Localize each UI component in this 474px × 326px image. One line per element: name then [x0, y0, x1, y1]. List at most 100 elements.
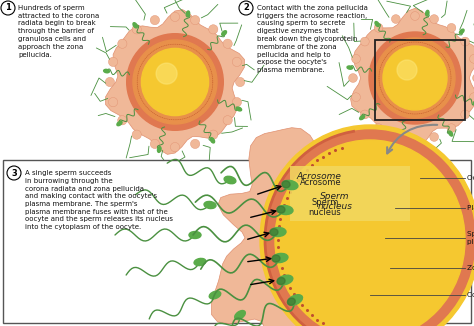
Circle shape [410, 136, 419, 144]
Text: Sperm
nucleus: Sperm nucleus [309, 198, 341, 217]
Bar [3, 160, 471, 323]
Circle shape [150, 15, 160, 25]
Ellipse shape [272, 255, 280, 262]
Ellipse shape [473, 102, 474, 106]
Ellipse shape [277, 206, 285, 213]
Ellipse shape [275, 140, 465, 326]
Circle shape [170, 142, 180, 152]
Circle shape [109, 97, 118, 107]
Ellipse shape [194, 259, 206, 266]
Ellipse shape [282, 181, 290, 188]
Ellipse shape [222, 31, 227, 36]
Circle shape [374, 23, 383, 32]
Text: Acrosome: Acrosome [296, 172, 341, 181]
Circle shape [410, 12, 419, 21]
Ellipse shape [236, 107, 242, 111]
Ellipse shape [209, 291, 221, 299]
Circle shape [473, 74, 474, 82]
Circle shape [383, 46, 447, 110]
Ellipse shape [277, 205, 293, 215]
Circle shape [232, 97, 242, 107]
Circle shape [223, 39, 232, 48]
Ellipse shape [189, 231, 201, 239]
Circle shape [470, 54, 474, 63]
Circle shape [447, 23, 456, 32]
Ellipse shape [277, 277, 285, 285]
Ellipse shape [204, 201, 216, 209]
FancyBboxPatch shape [290, 166, 410, 221]
Circle shape [105, 77, 115, 87]
Circle shape [141, 48, 209, 116]
Circle shape [397, 60, 417, 80]
Ellipse shape [288, 295, 302, 305]
Ellipse shape [117, 121, 122, 126]
Bar [0, 0, 474, 155]
Ellipse shape [277, 275, 293, 285]
Ellipse shape [210, 138, 215, 143]
Circle shape [1, 1, 15, 15]
Ellipse shape [270, 228, 286, 236]
Text: Oocyte cytoplasm: Oocyte cytoplasm [467, 175, 474, 181]
Circle shape [156, 63, 177, 84]
Ellipse shape [186, 11, 190, 17]
Circle shape [223, 116, 232, 125]
Circle shape [392, 15, 400, 23]
Ellipse shape [265, 130, 474, 326]
Circle shape [236, 77, 245, 87]
Circle shape [239, 1, 253, 15]
Polygon shape [211, 128, 434, 326]
Circle shape [232, 57, 242, 67]
Circle shape [470, 93, 474, 102]
Circle shape [375, 38, 455, 118]
Ellipse shape [104, 69, 109, 73]
Text: Zona pellucida: Zona pellucida [467, 265, 474, 271]
Circle shape [461, 37, 470, 46]
Circle shape [374, 124, 383, 133]
Ellipse shape [398, 140, 401, 145]
Ellipse shape [282, 180, 298, 190]
Circle shape [209, 130, 218, 139]
Circle shape [392, 133, 400, 141]
Text: Plasma membrane: Plasma membrane [467, 205, 474, 211]
Polygon shape [106, 10, 245, 154]
Circle shape [369, 32, 461, 124]
Circle shape [132, 25, 141, 34]
Circle shape [118, 39, 127, 48]
Circle shape [360, 37, 369, 46]
Ellipse shape [347, 66, 353, 69]
Ellipse shape [224, 176, 236, 184]
Text: Sperm
nucleus: Sperm nucleus [318, 192, 353, 211]
Ellipse shape [375, 22, 379, 26]
Ellipse shape [157, 147, 161, 152]
Circle shape [127, 34, 223, 130]
Circle shape [170, 12, 180, 22]
Text: 3: 3 [11, 169, 17, 177]
Circle shape [360, 110, 369, 119]
Circle shape [7, 166, 21, 180]
Circle shape [209, 25, 218, 34]
Circle shape [447, 124, 456, 133]
Ellipse shape [272, 253, 288, 263]
Ellipse shape [260, 125, 474, 326]
Ellipse shape [287, 298, 295, 305]
Circle shape [348, 74, 357, 82]
Circle shape [352, 93, 360, 102]
FancyBboxPatch shape [295, 168, 410, 208]
Ellipse shape [426, 10, 429, 16]
Circle shape [150, 139, 160, 149]
Circle shape [118, 116, 127, 125]
Circle shape [352, 54, 360, 63]
Text: Corona radiata: Corona radiata [467, 292, 474, 298]
Text: Sperm receptors in
plasma membrane: Sperm receptors in plasma membrane [467, 231, 474, 244]
Circle shape [191, 15, 200, 25]
Ellipse shape [459, 29, 464, 34]
Text: 2: 2 [243, 4, 249, 12]
Circle shape [430, 15, 438, 23]
Circle shape [430, 133, 438, 141]
Ellipse shape [360, 115, 365, 120]
Text: Contact with the zona pellucida
triggers the acrosome reaction,
causing sperm to: Contact with the zona pellucida triggers… [257, 5, 368, 73]
Ellipse shape [270, 229, 278, 236]
Text: A single sperm succeeds
in burrowing through the
corona radiata and zona pelluci: A single sperm succeeds in burrowing thr… [25, 170, 173, 230]
Ellipse shape [235, 311, 246, 319]
Circle shape [133, 40, 217, 124]
